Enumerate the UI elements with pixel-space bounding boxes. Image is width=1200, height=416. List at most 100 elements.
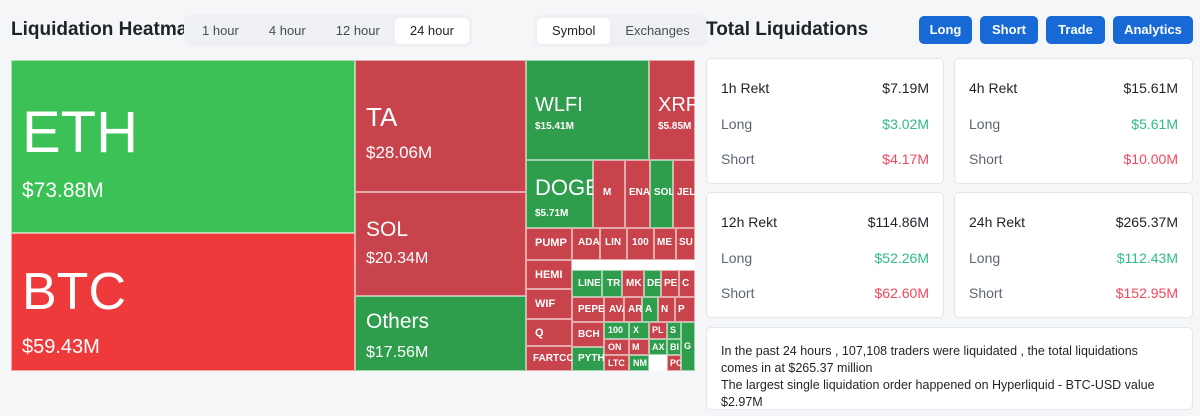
- treemap-tile-xrp[interactable]: XRP $5.85M: [649, 60, 695, 160]
- treemap-tile-wlfi[interactable]: WLFI $15.41M: [526, 60, 649, 160]
- card-label: 1h Rekt: [721, 80, 770, 96]
- long-value: $3.02M: [882, 116, 929, 132]
- tile-symbol: PUMP: [535, 237, 567, 249]
- trade-button[interactable]: Trade: [1046, 16, 1105, 44]
- treemap-tile-bch[interactable]: BCH: [572, 322, 604, 347]
- short-value: $10.00M: [1123, 151, 1178, 167]
- treemap-tile-m[interactable]: M: [629, 339, 649, 355]
- tab-exchanges[interactable]: Exchanges: [625, 23, 690, 38]
- long-button[interactable]: Long: [919, 16, 972, 44]
- treemap-tile-po[interactable]: PO: [667, 355, 681, 371]
- treemap-tile-others[interactable]: Others $17.56M: [355, 296, 526, 371]
- treemap-tile-ltc[interactable]: LTC: [604, 355, 629, 371]
- tile-value: $17.56M: [366, 344, 429, 361]
- tile-symbol: ETH: [22, 100, 138, 165]
- tile-symbol: C: [682, 278, 690, 289]
- treemap-tile-fartco[interactable]: FARTCO: [526, 346, 572, 371]
- treemap-tile-s[interactable]: S: [667, 322, 681, 339]
- treemap-tile-pump[interactable]: PUMP: [526, 228, 572, 260]
- treemap-tile-p[interactable]: P: [675, 297, 695, 322]
- tile-symbol: Others: [366, 310, 430, 333]
- long-value: $112.43M: [1116, 250, 1178, 266]
- treemap-tile-a[interactable]: A: [642, 297, 658, 322]
- treemap-tile-btc[interactable]: BTC $59.43M: [11, 233, 355, 371]
- treemap-tile-q[interactable]: Q: [526, 319, 572, 346]
- tile-symbol: PL: [652, 325, 664, 335]
- treemap-tile-sol[interactable]: SOL $20.34M: [355, 192, 526, 296]
- summary-line-2: The largest single liquidation order hap…: [721, 378, 1155, 409]
- tab-4-hour[interactable]: 4 hour: [268, 23, 306, 38]
- tile-symbol: ME: [657, 237, 672, 248]
- treemap-tile-lin[interactable]: LIN: [600, 228, 627, 260]
- treemap-tile-c[interactable]: C: [679, 270, 695, 297]
- treemap-tile-ta[interactable]: TA $28.06M: [355, 60, 526, 192]
- treemap-tile-sol[interactable]: SOL: [650, 160, 673, 228]
- rekt-card-1h: 1h Rekt $7.19M Long $3.02M Short $4.17M: [706, 58, 944, 184]
- treemap-tile-wif[interactable]: WIF: [526, 289, 572, 319]
- tile-symbol: A: [645, 304, 653, 315]
- rekt-card-12h: 12h Rekt $114.86M Long $52.26M Short $62.60…: [706, 192, 944, 318]
- tab-1-hour[interactable]: 1 hour: [202, 23, 239, 38]
- tile-symbol: ENA: [629, 187, 650, 198]
- tile-symbol: SU: [679, 237, 693, 248]
- tile-symbol: LINE: [578, 278, 601, 289]
- treemap-tile-x[interactable]: X: [629, 322, 649, 339]
- treemap-tile-jel[interactable]: JEL: [673, 160, 695, 228]
- tile-symbol: ADA: [578, 237, 600, 248]
- tab-12-hour[interactable]: 12 hour: [335, 23, 380, 38]
- treemap-tile-pe[interactable]: PE: [661, 270, 679, 297]
- long-label: Long: [969, 116, 1001, 132]
- tile-symbol: M: [603, 187, 612, 198]
- treemap-tile-g[interactable]: G: [681, 322, 695, 371]
- heatmap-title: Liquidation Heatmap: [11, 19, 199, 40]
- tile-value: $5.85M: [658, 121, 692, 132]
- treemap-tile-de[interactable]: DE: [644, 270, 661, 297]
- treemap-tile-100[interactable]: 100: [604, 322, 629, 339]
- treemap-tile-on[interactable]: ON: [604, 339, 629, 355]
- treemap-tile-ax[interactable]: AX: [649, 339, 667, 355]
- tile-symbol: M: [632, 342, 640, 352]
- treemap-tile-eth[interactable]: ETH $73.88M: [11, 60, 355, 233]
- short-button[interactable]: Short: [980, 16, 1038, 44]
- treemap-tile-nm[interactable]: NM: [629, 355, 649, 371]
- tab-symbol[interactable]: Symbol: [537, 18, 611, 44]
- treemap-tile-tr[interactable]: TR: [602, 270, 622, 297]
- treemap-tile-pl[interactable]: PL: [649, 322, 667, 339]
- treemap-tile-pyth[interactable]: PYTH: [572, 347, 604, 371]
- treemap-tile-n[interactable]: N: [658, 297, 675, 322]
- treemap-tile-me[interactable]: ME: [654, 228, 676, 260]
- tile-value: $28.06M: [366, 143, 433, 162]
- treemap-tile-ar[interactable]: AR: [624, 297, 642, 322]
- treemap-tile-doge[interactable]: DOGE $5.71M: [526, 160, 593, 228]
- treemap-tile-bi[interactable]: BI: [667, 339, 681, 355]
- tile-symbol: SOL: [366, 218, 409, 241]
- treemap-tile-ena[interactable]: ENA: [625, 160, 650, 228]
- tile-symbol: BTC: [22, 263, 126, 321]
- treemap-tile-hemi[interactable]: HEMI: [526, 260, 572, 289]
- liquidation-summary: In the past 24 hours , 107,108 traders w…: [706, 327, 1193, 410]
- tile-symbol: PE: [664, 278, 678, 289]
- card-label: 4h Rekt: [969, 80, 1018, 96]
- tile-symbol: LIN: [605, 237, 622, 248]
- treemap-tile-pepe[interactable]: PEPE: [572, 297, 604, 322]
- tile-symbol: G: [684, 341, 692, 351]
- tab-24-hour[interactable]: 24 hour: [394, 18, 469, 44]
- analytics-button[interactable]: Analytics: [1113, 16, 1193, 44]
- rekt-card-4h: 4h Rekt $15.61M Long $5.61M Short $10.00M: [954, 58, 1193, 184]
- treemap-tile-m[interactable]: M: [593, 160, 625, 228]
- tile-symbol: 100: [608, 325, 624, 335]
- short-value: $4.17M: [882, 151, 929, 167]
- card-total: $7.19M: [882, 80, 929, 96]
- treemap-tile-100[interactable]: 100: [627, 228, 654, 260]
- treemap-tile-ava[interactable]: AVA: [604, 297, 624, 322]
- treemap-tile-su[interactable]: SU: [676, 228, 695, 260]
- card-total: $15.61M: [1123, 80, 1178, 96]
- treemap-tile-ada[interactable]: ADA: [572, 228, 600, 260]
- short-label: Short: [969, 151, 1003, 167]
- treemap-tile-line[interactable]: LINE: [572, 270, 602, 297]
- treemap-tile-mk[interactable]: MK: [622, 270, 644, 297]
- short-value: $152.95M: [1115, 285, 1178, 301]
- liquidation-treemap: ETH $73.88M BTC $59.43M TA $28.06M SOL $20.34M O…: [11, 60, 695, 371]
- tile-value: $73.88M: [22, 179, 104, 202]
- tile-symbol: PYTH: [578, 353, 604, 364]
